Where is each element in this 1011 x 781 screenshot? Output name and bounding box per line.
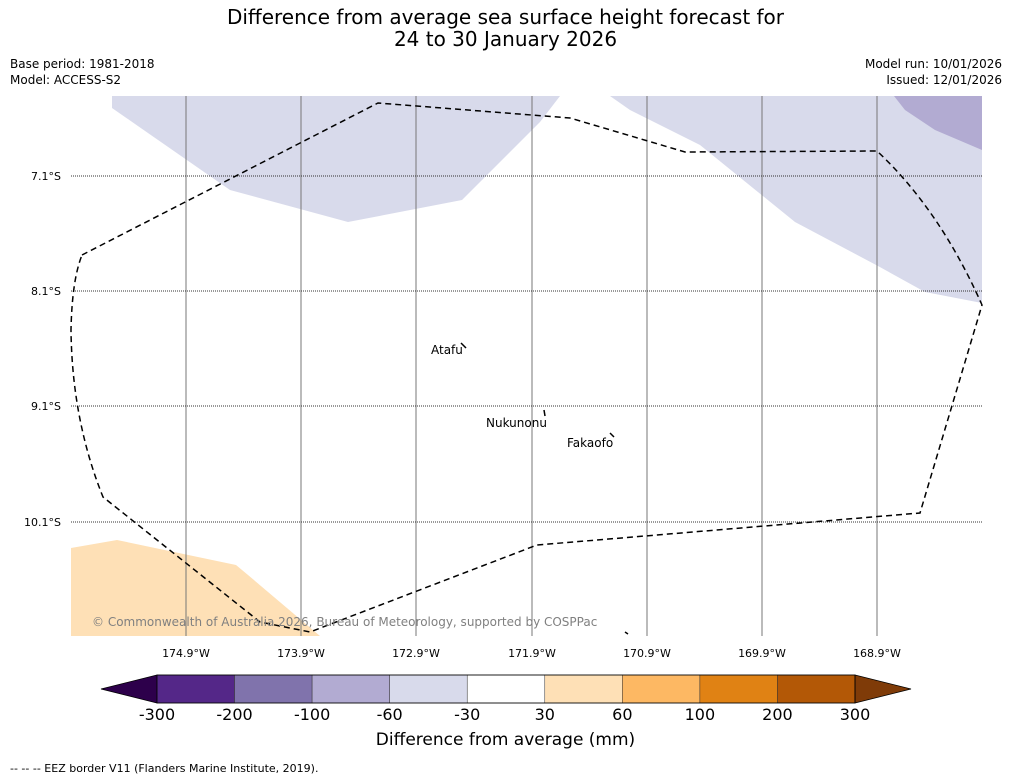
colorbar-frame: [156, 674, 856, 704]
colorbar-extend-high: [854, 674, 912, 704]
colorbar-segment: [544, 674, 623, 704]
lat-label: 8.1°S: [31, 285, 61, 298]
anomaly-region-negative-light: [112, 96, 560, 222]
place-label-nukunonu: Nukunonu: [486, 416, 547, 430]
colorbar-segment: [234, 674, 313, 704]
anomaly-region-negative-medium: [894, 96, 982, 150]
lon-label: 172.9°W: [392, 647, 440, 660]
colorbar-tick-labels: -300 -200 -100 -60 -30 30 60 100 200 300: [139, 705, 870, 724]
longitude-labels: 174.9°W 173.9°W 172.9°W 171.9°W 170.9°W …: [162, 647, 901, 660]
copyright-notice: © Commonwealth of Australia 2026, Bureau…: [92, 615, 597, 629]
colorbar-segment: [389, 674, 468, 704]
title-line-1: Difference from average sea surface heig…: [226, 5, 785, 29]
colorbar-tick-label: -200: [216, 705, 252, 724]
colorbar-tick-label: -100: [294, 705, 330, 724]
colorbar-tick-label: 100: [685, 705, 716, 724]
eez-border: [70, 102, 983, 633]
meta-left: Base period: 1981-2018 Model: ACCESS-S2: [10, 56, 155, 88]
anomaly-fields: [71, 96, 982, 636]
place-label-atafu: Atafu: [431, 343, 463, 357]
lat-label: 9.1°S: [31, 400, 61, 413]
colorbar-segment: [156, 674, 235, 704]
colorbar: [100, 674, 912, 704]
colorbar-segment: [466, 674, 546, 704]
colorbar-tick-label: 300: [840, 705, 871, 724]
model-name: Model: ACCESS-S2: [10, 73, 122, 87]
colorbar-extend-low: [100, 674, 158, 704]
anomaly-region-negative-light: [610, 96, 982, 303]
lon-label: 171.9°W: [508, 647, 556, 660]
colorbar-tick-label: -30: [454, 705, 480, 724]
swains-island: [624, 631, 629, 635]
base-period: Base period: 1981-2018: [10, 57, 155, 71]
colorbar-segment: [311, 674, 390, 704]
nukunonu-island: [543, 409, 546, 417]
map-title: Difference from average sea surface heig…: [0, 6, 1011, 50]
model-run: Model run: 10/01/2026: [864, 57, 1002, 71]
colorbar-segment: [699, 674, 778, 704]
colorbar-tick-label: 60: [612, 705, 632, 724]
latitude-labels: 7.1°S 8.1°S 9.1°S 10.1°S: [24, 170, 61, 529]
lat-label: 7.1°S: [31, 170, 61, 183]
lon-label: 170.9°W: [623, 647, 671, 660]
place-label-fakaofo: Fakaofo: [567, 436, 613, 450]
colorbar-tick-label: 30: [535, 705, 555, 724]
lat-label: 10.1°S: [24, 516, 61, 529]
fakaofo-island: [609, 432, 615, 438]
atafu-island: [460, 342, 467, 349]
title-line-2: 24 to 30 January 2026: [393, 27, 618, 51]
lon-label: 174.9°W: [162, 647, 210, 660]
colorbar-title: Difference from average (mm): [375, 730, 636, 750]
colorbar-segment: [622, 674, 701, 704]
lon-label: 173.9°W: [277, 647, 325, 660]
meta-right: Model run: 10/01/2026 Issued: 12/01/2026: [865, 56, 1002, 88]
colorbar-segment: [777, 674, 856, 704]
colorbar-tick-label: -60: [377, 705, 403, 724]
lon-label: 169.9°W: [738, 647, 786, 660]
eez-legend: -- -- -- EEZ border V11 (Flanders Marine…: [10, 762, 319, 775]
lon-label: 168.9°W: [853, 647, 901, 660]
colorbar-tick-label: 200: [762, 705, 793, 724]
anomaly-region-positive-light: [71, 540, 320, 636]
colorbar-tick-label: -300: [139, 705, 175, 724]
longitude-grid: [185, 96, 878, 636]
issued-date: Issued: 12/01/2026: [886, 73, 1002, 87]
